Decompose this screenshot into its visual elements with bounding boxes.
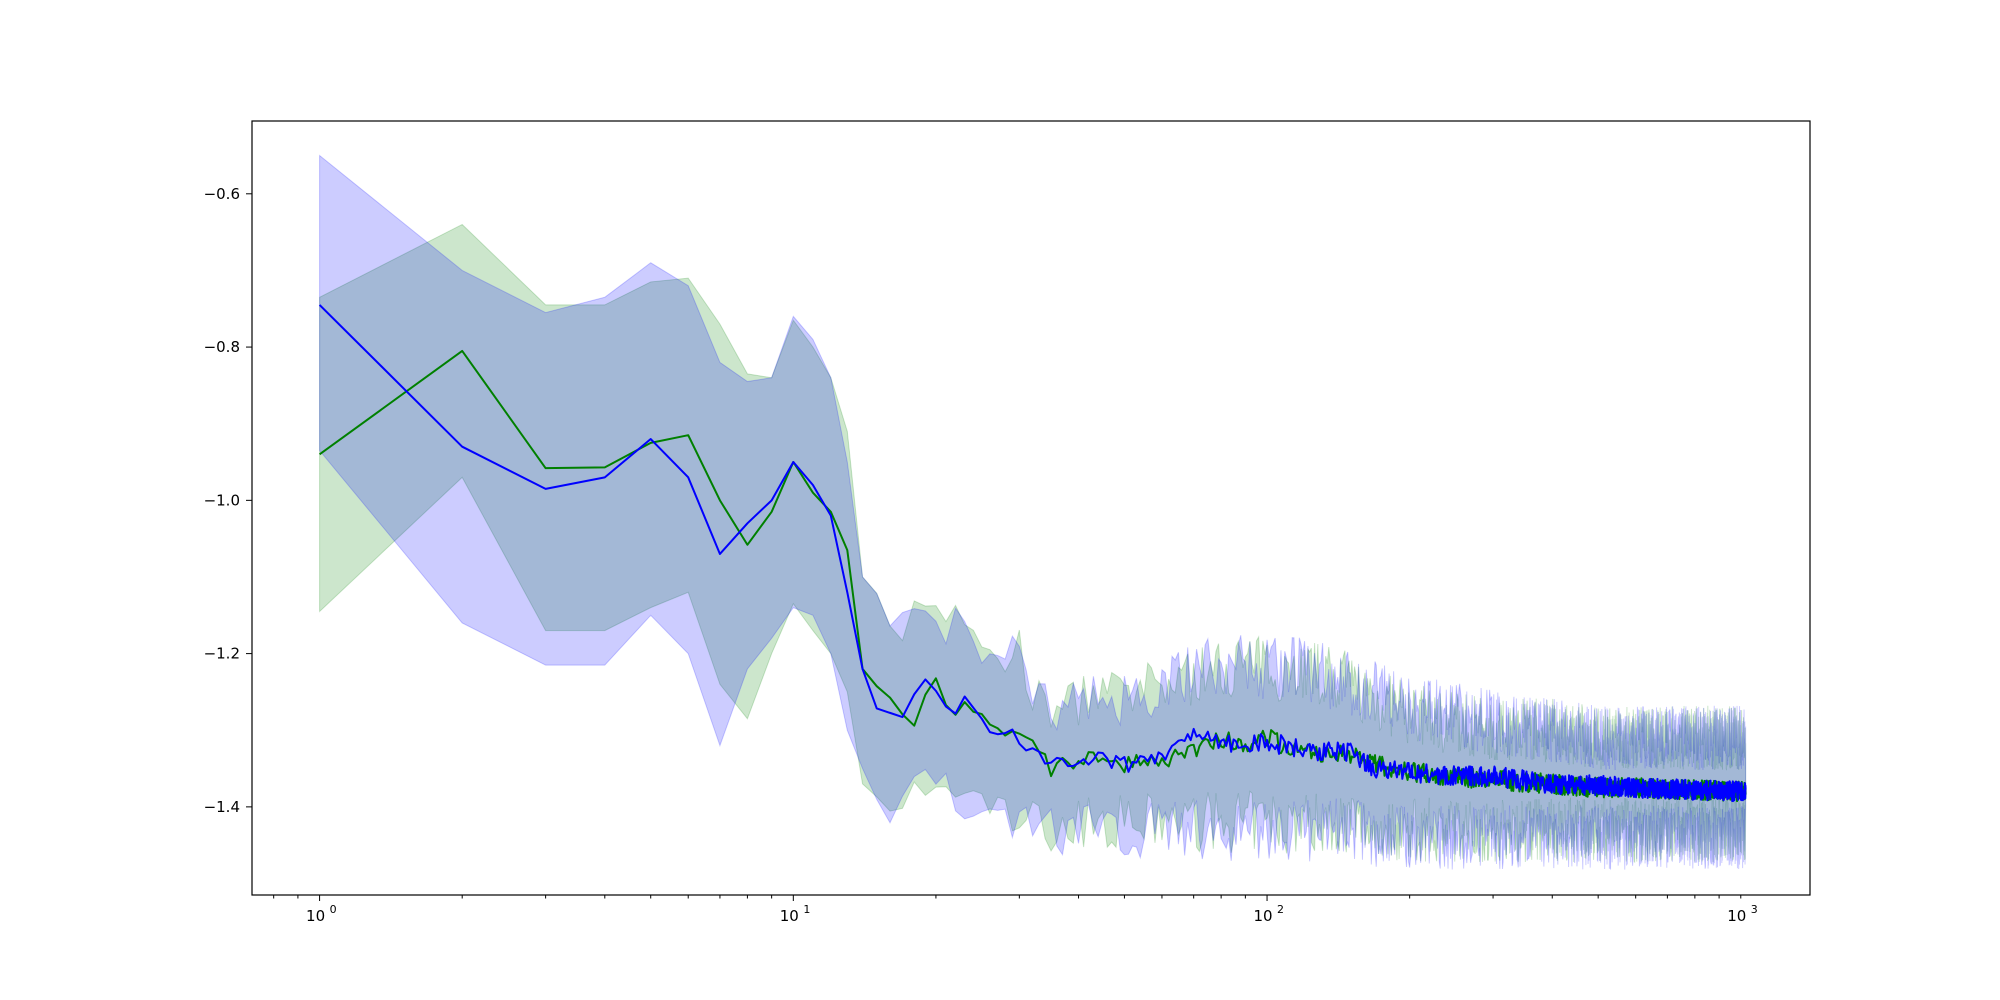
plot-frame bbox=[251, 120, 1811, 896]
x-tick-label: 10 bbox=[1253, 907, 1272, 925]
x-axis-ticks: 10 0 10 1 10 2 10 3 bbox=[273, 895, 1758, 925]
y-tick-label: −1.4 bbox=[204, 798, 240, 816]
y-tick-label: −0.6 bbox=[204, 185, 240, 203]
y-tick-label: −1.2 bbox=[204, 645, 240, 663]
x-tick-label: 10 bbox=[306, 907, 325, 925]
y-tick-label: −1.0 bbox=[204, 491, 240, 509]
x-tick-label: 10 bbox=[780, 907, 799, 925]
confidence-band-2 bbox=[319, 154, 1747, 871]
confidence-band-1 bbox=[319, 223, 1747, 864]
x-tick-exponent: 1 bbox=[803, 903, 810, 916]
x-tick-label: 10 bbox=[1727, 907, 1746, 925]
series-lines bbox=[318, 304, 1747, 803]
x-tick-exponent: 0 bbox=[330, 903, 337, 916]
series-line-2 bbox=[318, 304, 1747, 803]
y-axis-ticks: −0.6 −0.8 −1.0 −1.2 −1.4 bbox=[204, 185, 252, 816]
y-tick-label: −0.8 bbox=[204, 338, 240, 356]
x-tick-exponent: 3 bbox=[1751, 903, 1758, 916]
confidence-bands bbox=[319, 154, 1747, 871]
x-tick-exponent: 2 bbox=[1277, 903, 1284, 916]
